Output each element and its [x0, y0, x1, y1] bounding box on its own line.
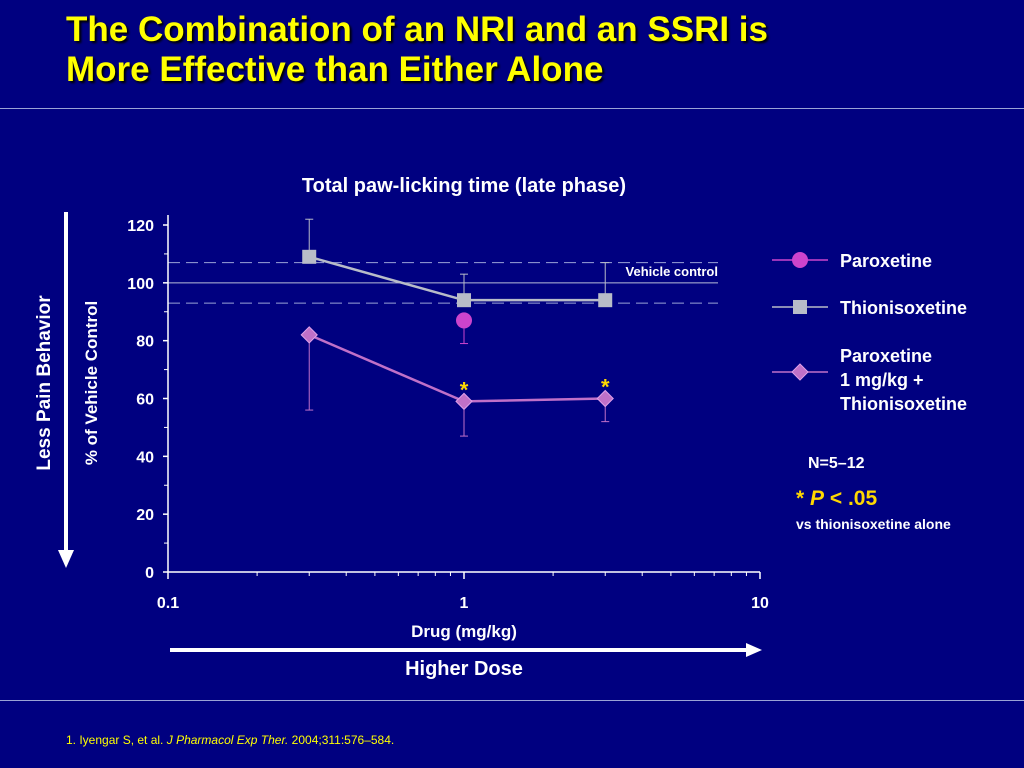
higher-dose-arrowhead: [746, 643, 762, 657]
y-tick-label: 100: [127, 276, 154, 293]
footnote-authors: 1. Iyengar S, et al.: [66, 733, 167, 747]
y-tick-label: 0: [145, 565, 154, 582]
title-line-2: More Effective than Either Alone: [66, 50, 604, 89]
y-tick-label: 80: [136, 334, 154, 351]
y-tick-label: 40: [136, 449, 154, 466]
less-pain-arrowhead: [58, 550, 74, 568]
x-axis-label: Drug (mg/kg): [411, 622, 517, 641]
less-pain-label: Less Pain Behavior: [34, 295, 55, 471]
y-tick-label: 60: [136, 392, 154, 409]
x-tick-label: 10: [751, 595, 769, 612]
chart-title: Total paw-licking time (late phase): [302, 175, 626, 197]
legend-label: Paroxetine: [840, 346, 932, 366]
data-point: [302, 249, 317, 264]
n-note: N=5–12: [808, 455, 865, 472]
y-tick-label: 20: [136, 507, 154, 524]
x-tick-label: 1: [460, 595, 469, 612]
y-axis-label: % of Vehicle Control: [82, 301, 101, 465]
title-line-1: The Combination of an NRI and an SSRI is: [66, 10, 768, 49]
legend-label: Paroxetine: [840, 251, 932, 271]
x-tick-label: 0.1: [157, 595, 179, 612]
data-point: [455, 392, 473, 411]
slide-title: The Combination of an NRI and an SSRI is…: [66, 10, 1006, 90]
footnote-details: 2004;311:576–584.: [288, 733, 395, 747]
legend-marker: [793, 300, 807, 314]
data-point: [596, 389, 614, 408]
legend-marker: [791, 363, 809, 381]
data-point: [598, 293, 613, 308]
legend-label: Thionisoxetine: [840, 394, 967, 414]
data-point: [457, 293, 471, 308]
chart: Total paw-licking time (late phase) Vehic…: [34, 175, 967, 680]
significance-note: * P < .05: [796, 487, 877, 510]
title-divider: [0, 108, 1024, 109]
significance-star: *: [460, 377, 469, 402]
higher-dose-label: Higher Dose: [405, 658, 523, 680]
y-tick-label: 120: [127, 218, 154, 235]
footnote: 1. Iyengar S, et al. J Pharmacol Exp The…: [66, 733, 394, 747]
data-point: [300, 326, 318, 344]
footer-divider: [0, 700, 1024, 701]
legend-label: Thionisoxetine: [840, 298, 967, 318]
footnote-journal: J Pharmacol Exp Ther.: [166, 733, 289, 747]
significance-star: *: [601, 375, 610, 400]
data-point: [456, 312, 472, 329]
vehicle-control-label: Vehicle control: [626, 264, 718, 279]
significance-subnote: vs thionisoxetine alone: [796, 516, 951, 532]
series-line-2: [308, 333, 606, 403]
legend-marker: [792, 252, 808, 268]
legend-label: 1 mg/kg +: [840, 370, 924, 390]
